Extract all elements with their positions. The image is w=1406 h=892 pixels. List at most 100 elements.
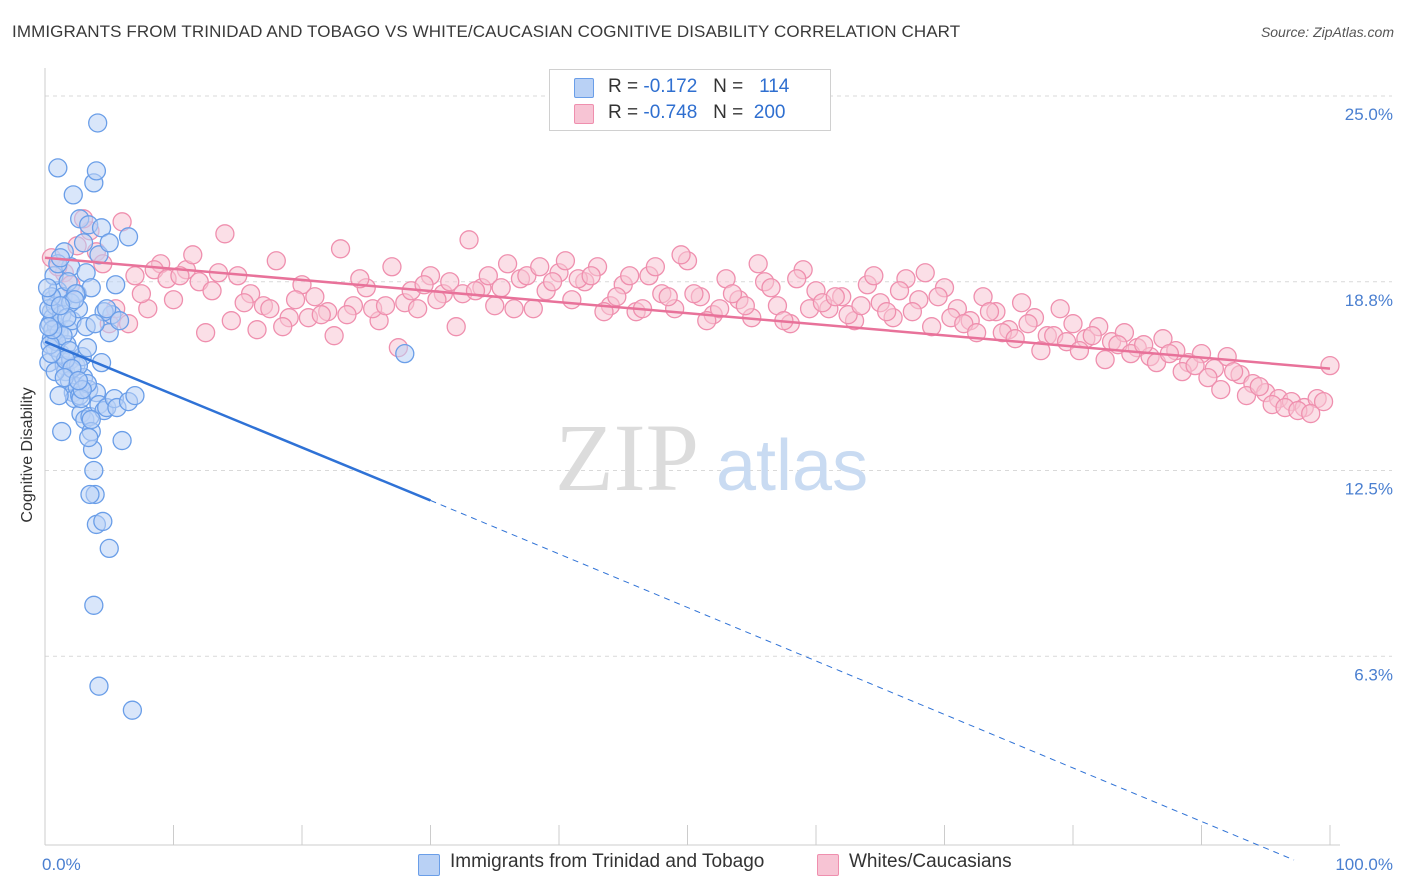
bottom-legend-blue: Immigrants from Trinidad and Tobago xyxy=(418,851,764,876)
pink-point xyxy=(195,323,216,343)
pink-point xyxy=(1211,379,1231,400)
pink-point xyxy=(247,320,267,340)
pink-point xyxy=(504,299,524,319)
blue-point xyxy=(86,161,107,181)
legend-r-label: R = xyxy=(608,102,639,123)
pink-point xyxy=(523,299,543,319)
pink-point xyxy=(1320,355,1340,376)
y-tick-labels: 6.3% 12.5% 18.8% 25.0% xyxy=(1345,105,1393,684)
pink-point xyxy=(1095,349,1115,370)
blue-point xyxy=(50,296,71,316)
pink-point xyxy=(1313,391,1334,412)
blue-point xyxy=(97,299,117,319)
blue-point xyxy=(73,233,94,253)
pink-point xyxy=(330,239,351,259)
pink-point xyxy=(131,284,152,304)
blue-point xyxy=(39,317,59,337)
pink-point xyxy=(735,296,755,316)
pink-point xyxy=(260,299,280,319)
pink-point xyxy=(1223,361,1244,382)
blue-trend-line xyxy=(44,340,431,502)
pink-point xyxy=(202,281,222,301)
pink-point xyxy=(658,287,678,307)
y-tick-label: 6.3% xyxy=(1354,665,1393,684)
pink-point xyxy=(485,296,505,316)
blue-point xyxy=(109,311,130,331)
pink-point xyxy=(1063,314,1083,334)
pink-point xyxy=(709,299,730,319)
pink-point xyxy=(125,266,145,286)
pink-point xyxy=(555,251,576,271)
blue-point xyxy=(48,158,68,178)
bottom-legend-swatch-pink xyxy=(817,854,839,876)
legend-swatch-blue xyxy=(574,78,594,98)
pink-point xyxy=(497,254,518,274)
pink-point xyxy=(407,299,428,319)
pink-point xyxy=(851,296,871,316)
blue-point xyxy=(89,676,109,696)
y-tick-label: 12.5% xyxy=(1345,480,1393,499)
pink-point xyxy=(446,317,466,337)
watermark: ZIP atlas xyxy=(555,404,868,511)
blue-point xyxy=(85,314,105,334)
x-tick-labels: 0.0% 100.0% xyxy=(42,855,1393,874)
pink-point xyxy=(478,266,498,286)
blue-point xyxy=(84,595,104,615)
pink-point xyxy=(382,257,402,277)
chart-title: IMMIGRANTS FROM TRINIDAD AND TOBAGO VS W… xyxy=(12,22,961,41)
bottom-legend-pink: Whites/Caucasians xyxy=(817,851,1012,876)
pink-point xyxy=(581,266,601,286)
pink-point xyxy=(324,326,344,346)
blue-point xyxy=(81,409,101,430)
x-tick-label: 100.0% xyxy=(1335,855,1393,874)
legend-n-label: N = xyxy=(713,76,744,97)
pink-point xyxy=(864,266,884,286)
x-tick-label: 0.0% xyxy=(42,855,81,874)
pink-point xyxy=(761,278,781,298)
pink-point xyxy=(427,290,447,310)
pink-point xyxy=(183,245,203,265)
pink-point xyxy=(877,302,897,322)
pink-point xyxy=(889,281,910,301)
pink-point xyxy=(1018,314,1038,334)
watermark-zip: ZIP xyxy=(555,404,699,511)
pink-point xyxy=(305,287,325,307)
pink-point xyxy=(645,257,666,277)
blue-point xyxy=(99,233,119,253)
blue-point xyxy=(80,484,100,505)
blue-point xyxy=(125,385,145,406)
pink-point xyxy=(163,290,184,310)
pink-point xyxy=(1031,341,1051,361)
pink-point xyxy=(1301,403,1321,424)
blue-point xyxy=(118,227,139,247)
legend-r-label: R = xyxy=(608,76,639,97)
blue-point xyxy=(91,218,112,238)
legend-n-value: 200 xyxy=(753,102,786,123)
blue-point xyxy=(84,460,104,481)
pink-point xyxy=(979,302,1000,322)
pink-point xyxy=(1198,367,1218,388)
pink-point xyxy=(266,251,286,271)
pink-point xyxy=(350,269,370,289)
axes xyxy=(44,68,1340,846)
pink-point xyxy=(337,305,357,325)
pink-point xyxy=(922,317,942,337)
pink-point xyxy=(825,287,845,307)
pink-point xyxy=(1050,299,1070,319)
pink-point xyxy=(170,266,190,286)
blue-point xyxy=(93,511,113,532)
blue-point xyxy=(63,185,83,205)
pink-point xyxy=(221,311,241,331)
blue-point xyxy=(77,338,98,358)
bottom-legend-label-pink: Whites/Caucasians xyxy=(849,851,1012,872)
blue-point xyxy=(52,421,72,442)
pink-point xyxy=(234,293,254,313)
bottom-legend-swatch-blue xyxy=(418,854,440,876)
blue-point xyxy=(395,344,415,364)
pink-point xyxy=(607,287,627,307)
pink-point xyxy=(748,254,768,274)
pink-point xyxy=(915,263,935,283)
pink-point xyxy=(311,305,331,325)
y-tick-label: 18.8% xyxy=(1345,291,1393,310)
blue-point xyxy=(79,427,99,448)
